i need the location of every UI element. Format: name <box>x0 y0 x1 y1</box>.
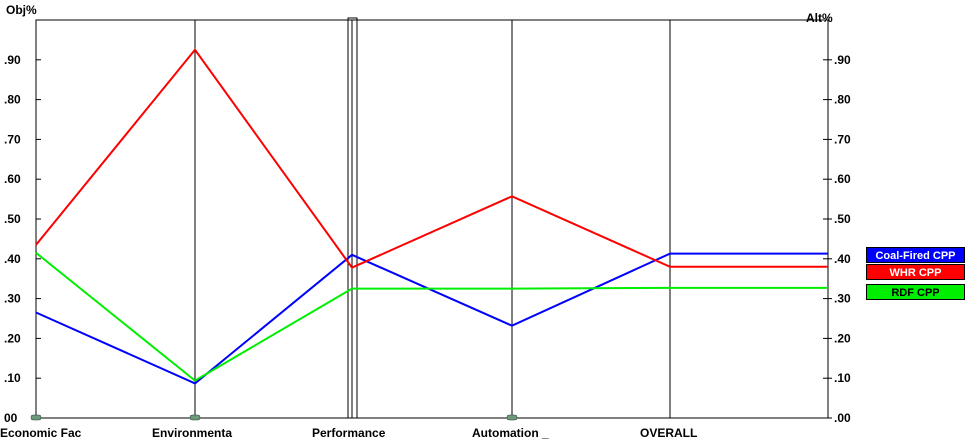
left-tick-label: .80 <box>4 93 21 107</box>
series-line[interactable] <box>35 252 828 385</box>
left-tick-label: .40 <box>4 252 21 266</box>
left-tick-label: .60 <box>4 172 21 186</box>
left-tick-label: .10 <box>4 371 21 385</box>
right-tick-label: .30 <box>834 292 851 306</box>
legend-item[interactable]: RDF CPP <box>866 284 965 300</box>
left-tick-label: .90 <box>4 53 21 67</box>
series-line[interactable] <box>35 252 828 382</box>
right-tick-label: .20 <box>834 331 851 345</box>
left-tick-label: 00 <box>4 411 18 425</box>
right-tick-label: .60 <box>834 172 851 186</box>
left-tick-label: .30 <box>4 292 21 306</box>
right-tick-label: .70 <box>834 132 851 146</box>
right-axis-title: Alt% <box>806 11 833 25</box>
series-line[interactable] <box>35 48 828 269</box>
category-label: Economic Fac <box>0 426 82 440</box>
legend-item[interactable]: WHR CPP <box>866 264 965 280</box>
right-tick-label: .00 <box>834 411 851 425</box>
right-tick-label: .10 <box>834 371 851 385</box>
category-label: Environmenta <box>152 426 232 440</box>
axis-drag-handle[interactable] <box>506 414 518 421</box>
left-axis-title: Obj% <box>6 3 37 17</box>
right-tick-label: .80 <box>834 93 851 107</box>
category-label: Automation _ <box>472 426 549 440</box>
category-label: OVERALL <box>640 426 697 440</box>
axis-drag-handle[interactable] <box>189 414 201 421</box>
legend-item[interactable]: Coal-Fired CPP <box>866 247 965 263</box>
plot-frame <box>35 19 829 419</box>
right-tick-label: .40 <box>834 252 851 266</box>
left-tick-label: .50 <box>4 212 21 226</box>
right-tick-label: .50 <box>834 212 851 226</box>
left-tick-label: .20 <box>4 331 21 345</box>
selected-axis-marker[interactable] <box>347 17 358 419</box>
right-tick-label: .90 <box>834 53 851 67</box>
category-label: Performance <box>312 426 386 440</box>
axis-drag-handle[interactable] <box>30 414 42 421</box>
left-tick-label: .70 <box>4 132 21 146</box>
